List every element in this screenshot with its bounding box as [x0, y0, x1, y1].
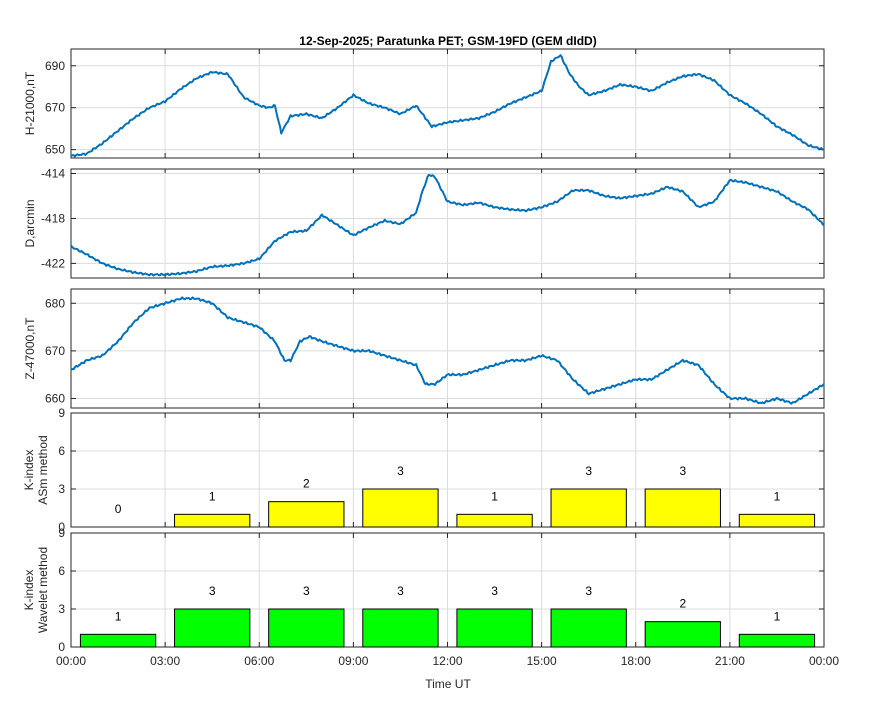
y-tick-label: 670 [45, 101, 65, 115]
x-tick-label: 15:00 [527, 654, 557, 668]
bar-value-label: 3 [585, 584, 592, 598]
bar-value-label: 3 [397, 584, 404, 598]
x-axis-label: Time UT [425, 677, 471, 691]
y-axis-label: H-21000,nT [23, 71, 37, 135]
plot-border [70, 48, 825, 159]
y-tick-label: 9 [58, 526, 65, 540]
y-tick-label: 0 [58, 520, 65, 534]
y-axis-label-line: Wavelet method [36, 547, 50, 633]
bar [268, 501, 345, 528]
bar-value-label: 3 [303, 584, 310, 598]
y-tick-label: -414 [41, 166, 65, 180]
panel-5: 0 3 6 9 K-indexWavelet method 1 3 3 3 3 3 2 1 00:00 03… [22, 526, 839, 668]
bar [174, 513, 251, 528]
bar [362, 488, 439, 528]
bar [79, 633, 157, 648]
bar-value-label: 1 [115, 609, 122, 623]
y-tick-label: 670 [45, 344, 65, 358]
bar-value-label: 3 [209, 584, 216, 598]
y-tick-label: -418 [41, 211, 65, 225]
y-tick-label: 3 [58, 602, 65, 616]
series-line [70, 173, 825, 277]
y-tick-label: 0 [58, 640, 65, 654]
y-tick-label: 9 [58, 406, 65, 420]
bar-value-label: 3 [397, 464, 404, 478]
y-tick-label: 6 [58, 444, 65, 458]
bar [738, 513, 816, 528]
y-tick-label: 690 [45, 59, 65, 73]
bar-value-label: 1 [774, 489, 781, 503]
series-line [70, 296, 825, 405]
bar-value-label: 3 [585, 464, 592, 478]
y-tick-label: 3 [58, 482, 65, 496]
y-tick-label: 660 [45, 391, 65, 405]
panel-4: 0 3 6 9 K-indexASm method 0 1 2 3 1 3 3 1 [22, 406, 825, 534]
y-axis-label: Z-47000,nT [23, 317, 37, 380]
figure-title: 12-Sep-2025; Paratunka PET; GSM-19FD (GE… [299, 34, 596, 48]
bar-value-label: 1 [209, 489, 216, 503]
y-tick-label: 650 [45, 143, 65, 157]
bar [268, 608, 345, 648]
bar-value-label: 1 [491, 489, 498, 503]
bar-value-label: 2 [303, 477, 310, 491]
bar [456, 608, 533, 648]
x-tick-label: 00:00 [809, 654, 839, 668]
bar [550, 488, 627, 528]
x-tick-label: 06:00 [244, 654, 274, 668]
panel-1: 650 670 690 H-21000,nT [23, 48, 825, 159]
plot-border [70, 288, 825, 409]
bar [644, 488, 721, 528]
panel-3: 660 670 680 Z-47000,nT [23, 288, 825, 409]
x-tick-label: 18:00 [621, 654, 651, 668]
x-tick-label: 00:00 [56, 654, 86, 668]
panel-2: -422 -418 -414 D,arcmin [23, 166, 825, 279]
y-tick-label: 680 [45, 296, 65, 310]
bar-value-label: 3 [679, 464, 686, 478]
bar-value-label: 2 [679, 597, 686, 611]
bar [174, 608, 251, 648]
x-tick-label: 03:00 [150, 654, 180, 668]
y-tick-label: 6 [58, 564, 65, 578]
x-tick-label: 09:00 [338, 654, 368, 668]
y-axis-label: K-indexASm method [22, 435, 50, 504]
y-axis-label: D,arcmin [23, 199, 37, 247]
y-axis-label: K-indexWavelet method [22, 547, 50, 633]
panels-group: 650670690H-21000,nT-422-418-414D,arcmin6… [22, 48, 839, 668]
bar [738, 633, 816, 648]
bar [644, 621, 721, 648]
x-tick-label: 12:00 [432, 654, 462, 668]
series-line [70, 54, 825, 158]
plot-border [70, 412, 825, 528]
bar-value-label: 3 [491, 584, 498, 598]
bar [550, 608, 627, 648]
bar-value-label: 1 [774, 609, 781, 623]
x-tick-label: 21:00 [715, 654, 745, 668]
y-axis-label-line: K-index [22, 450, 36, 491]
y-axis-label-line: K-index [22, 570, 36, 611]
plot-border [70, 168, 825, 279]
plot-border [70, 532, 825, 648]
bar [456, 513, 533, 528]
bar-value-label: 0 [115, 502, 122, 516]
y-axis-label-line: ASm method [36, 435, 50, 504]
bar [362, 608, 439, 648]
y-tick-label: -422 [41, 256, 65, 270]
